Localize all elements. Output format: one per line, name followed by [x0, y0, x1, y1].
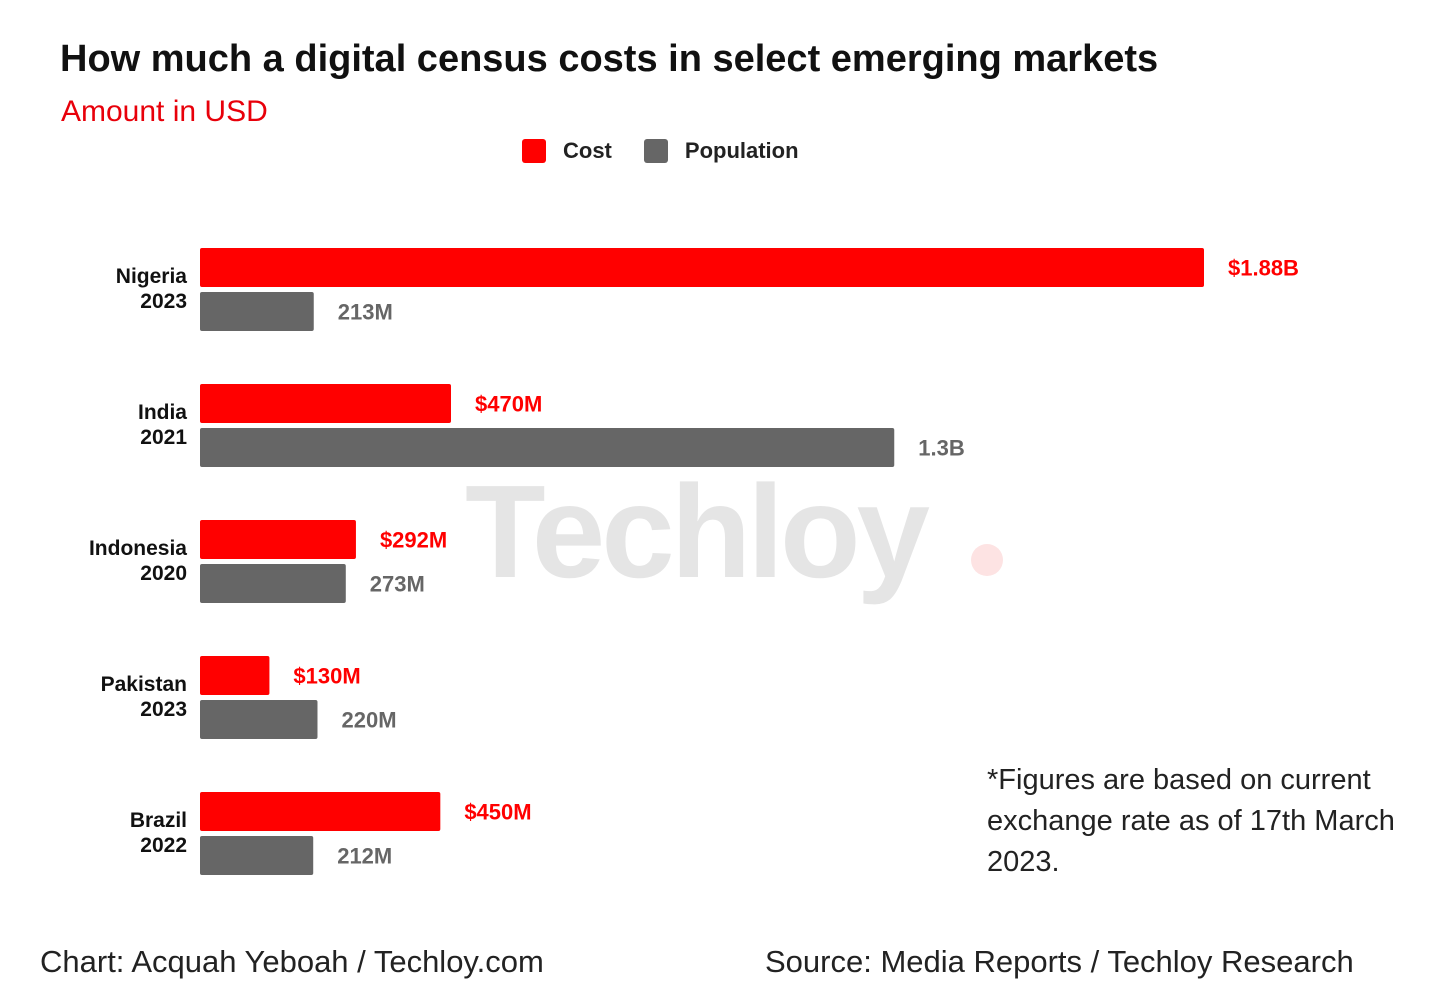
data-label-cost-indonesia: $292M: [380, 528, 447, 553]
chart-subtitle: Amount in USD: [61, 95, 268, 128]
data-label-population-indonesia: 273M: [370, 572, 425, 597]
chart-credit: Chart: Acquah Yeboah / Techloy.com: [40, 944, 544, 979]
footnote: *Figures are based on current exchange r…: [987, 764, 1395, 878]
legend-label-population: Population: [684, 138, 799, 163]
category-year-brazil: 2022: [140, 834, 187, 857]
category-year-nigeria: 2023: [140, 290, 187, 313]
bar-cost-nigeria: [200, 248, 1204, 287]
data-label-population-india: 1.3B: [918, 436, 964, 461]
bar-population-india: [200, 428, 895, 467]
watermark-logo: Techloy: [465, 458, 1003, 605]
category-year-indonesia: 2020: [140, 562, 187, 585]
legend-item-population: Population: [643, 138, 799, 164]
data-label-cost-brazil: $450M: [464, 800, 531, 825]
bar-cost-brazil: [200, 792, 441, 831]
bar-population-brazil: [200, 836, 314, 875]
data-label-cost-pakistan: $130M: [293, 664, 360, 689]
category-label-indonesia: Indonesia: [89, 537, 187, 560]
bar-population-nigeria: [200, 292, 314, 331]
legend-swatch-population: [643, 139, 668, 163]
data-label-population-nigeria: 213M: [338, 300, 393, 325]
watermark-dot: [971, 544, 1003, 576]
category-label-brazil: Brazil: [130, 809, 187, 832]
category-label-pakistan: Pakistan: [101, 673, 187, 696]
data-label-population-brazil: 212M: [337, 844, 392, 869]
bar-cost-pakistan: [200, 656, 270, 695]
chart-title: How much a digital census costs in selec…: [60, 38, 1159, 80]
bar-population-indonesia: [200, 564, 346, 603]
bar-cost-indonesia: [200, 520, 356, 559]
watermark-text: Techloy: [465, 458, 930, 605]
data-label-cost-nigeria: $1.88B: [1228, 256, 1299, 281]
bar-cost-india: [200, 384, 451, 423]
legend-swatch-cost: [522, 139, 546, 163]
category-year-pakistan: 2023: [140, 698, 187, 721]
legend: Cost Population: [522, 138, 831, 164]
data-label-cost-india: $470M: [475, 392, 542, 417]
data-label-population-pakistan: 220M: [341, 708, 396, 733]
category-year-india: 2021: [140, 426, 187, 449]
category-label-nigeria: Nigeria: [116, 265, 188, 288]
bar-population-pakistan: [200, 700, 318, 739]
legend-label-cost: Cost: [563, 138, 612, 163]
legend-item-cost: Cost: [522, 138, 612, 164]
chart-source: Source: Media Reports / Techloy Research: [765, 944, 1354, 979]
category-label-india: India: [138, 401, 187, 424]
